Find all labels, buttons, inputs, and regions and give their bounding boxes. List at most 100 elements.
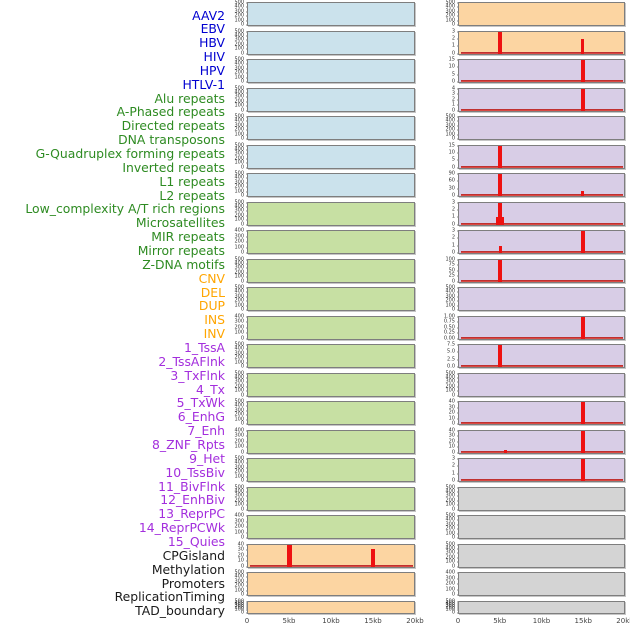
y-tick-label: 100: [234, 587, 244, 594]
track-label-7-enh: 7_Enh: [187, 423, 225, 439]
y-tick-mark: [246, 259, 248, 260]
y-tick-label: 60: [448, 177, 455, 184]
y-tick-label: 200: [234, 354, 244, 361]
track-panel-directed-repeats: 400 300 200 100 0: [234, 228, 415, 255]
track-label-5-txwk: 5_TxWk: [176, 395, 225, 411]
y-tick-label: 400: [234, 32, 244, 39]
y-tick-label: 0: [240, 420, 244, 427]
y-tick-mark: [246, 11, 248, 13]
y-tick-mark: [457, 66, 459, 68]
signal-spike: [580, 316, 585, 339]
y-tick-mark: [457, 252, 459, 254]
y-tick-label: 10: [448, 63, 455, 70]
y-tick-label: 3: [451, 90, 455, 97]
y-tick-mark: [457, 6, 459, 8]
y-tick-label: 20: [448, 438, 455, 444]
track-panel-3-txflnk: 500 400 300 200 100 0: [445, 114, 625, 141]
y-tick-label: 3: [451, 28, 455, 34]
y-tick-mark: [457, 321, 459, 323]
y-tick-mark: [457, 441, 459, 442]
y-tick-mark: [246, 504, 248, 506]
y-tick-mark: [246, 321, 248, 323]
y-tick-label: 500: [234, 370, 244, 376]
y-tick-label: 0: [451, 506, 455, 512]
signal-baseline: [461, 336, 623, 339]
y-tick-label: 400: [445, 488, 455, 495]
y-tick-label: 1: [451, 42, 455, 49]
y-tick-label: 100: [234, 329, 244, 336]
y-tick-mark: [246, 167, 248, 168]
y-tick-label: 50: [448, 267, 455, 273]
y-tick-label: 20: [237, 552, 244, 558]
signal-spike: [580, 430, 585, 453]
y-tick-label: 200: [445, 383, 455, 390]
y-tick-label: 100: [445, 501, 455, 508]
y-tick-mark: [457, 566, 459, 567]
y-tick-label: 500: [234, 284, 244, 291]
x-axis-right: 0 5kb 10kb 15kb 20kb: [456, 616, 630, 628]
signal-baseline: [461, 479, 623, 481]
y-tick-label: 0: [451, 192, 455, 199]
y-tick-mark: [457, 245, 459, 247]
y-tick-label: 0.0: [447, 363, 455, 370]
y-tick-label: 1: [451, 101, 455, 108]
y-tick-mark: [246, 607, 248, 609]
track-panel-z-dna-motifs: 400 300 200 100 0: [234, 513, 415, 540]
track-panel-11-bivflnk: 7.5 5.0 2.5 0.0: [447, 342, 625, 369]
y-tick-label: 300: [234, 350, 244, 357]
y-tick-label: 0.75: [443, 318, 455, 325]
y-tick-mark: [457, 134, 459, 136]
y-tick-mark: [457, 309, 459, 311]
y-tick-label: 90: [448, 170, 455, 177]
y-tick-label: 100: [445, 302, 455, 309]
y-tick-mark: [246, 410, 248, 412]
y-tick-label: 400: [234, 60, 244, 67]
y-tick-mark: [457, 487, 459, 488]
y-tick-mark: [246, 162, 248, 164]
y-tick-label: 400: [234, 345, 244, 352]
y-tick-label: 0: [240, 591, 244, 598]
y-tick-mark: [246, 44, 248, 46]
y-tick-label: 500: [445, 0, 455, 6]
y-tick-label: 0: [240, 609, 244, 615]
y-tick-label: 300: [234, 578, 244, 585]
y-tick-label: 4: [451, 85, 455, 91]
y-tick-label: 0: [240, 563, 244, 569]
track-panel-ebv: 500 400 300 200 100 0: [234, 29, 415, 56]
y-tick-mark: [246, 401, 248, 403]
y-tick-label: 3: [451, 199, 455, 205]
y-tick-mark: [457, 264, 459, 266]
y-tick-mark: [246, 446, 248, 448]
track-label-g-quadruplex-forming-repeats: G-Quadruplex forming repeats: [35, 146, 225, 162]
y-tick-mark: [246, 386, 248, 388]
signal-baseline: [461, 51, 623, 54]
y-tick-label: 0: [451, 306, 455, 313]
signal-baseline: [461, 222, 623, 225]
y-tick-mark: [457, 209, 459, 211]
y-tick-mark: [246, 471, 248, 473]
y-tick-label: 500: [445, 512, 455, 519]
y-tick-mark: [246, 291, 248, 293]
y-tick-mark: [457, 446, 459, 448]
signal-spike: [498, 31, 503, 54]
y-tick-mark: [246, 276, 248, 278]
plot-column-right: 500 400 300 200 100 0 3 2 1 0 15 10 5 0 4 3 2 1 0 500 400 300…: [444, 0, 625, 616]
y-tick-label: 0: [451, 449, 455, 455]
y-tick-mark: [246, 544, 248, 545]
x-tick-label: 20kb: [406, 617, 424, 625]
y-tick-mark: [457, 519, 459, 521]
y-tick-mark: [457, 2, 459, 4]
y-tick-mark: [246, 480, 248, 482]
y-tick-label: 0: [451, 249, 455, 256]
signal-baseline: [461, 251, 623, 253]
track-label-4-tx: 4_Tx: [196, 381, 225, 397]
y-tick-mark: [246, 252, 248, 254]
y-tick-label: 500: [234, 598, 244, 604]
y-tick-mark: [457, 583, 459, 585]
y-tick-label: 500: [445, 541, 455, 547]
y-tick-mark: [246, 414, 248, 416]
y-tick-mark: [246, 296, 248, 298]
track-label-6-enhg: 6_EnhG: [177, 409, 225, 425]
